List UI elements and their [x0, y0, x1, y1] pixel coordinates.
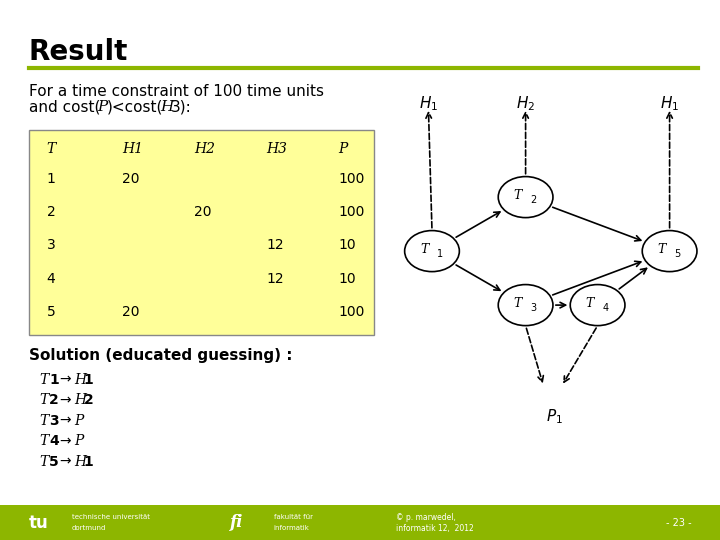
Text: Result: Result [29, 38, 128, 66]
Text: $H_2$: $H_2$ [516, 94, 535, 113]
Text: 5: 5 [49, 455, 59, 469]
Text: T: T [40, 455, 49, 469]
Text: T: T [513, 297, 522, 310]
Text: - 23 -: - 23 - [665, 518, 691, 528]
Text: $H_1$: $H_1$ [419, 94, 438, 113]
Text: $P_1$: $P_1$ [546, 408, 563, 427]
Text: T: T [585, 297, 594, 310]
FancyBboxPatch shape [29, 130, 374, 335]
Circle shape [405, 231, 459, 272]
Text: 12: 12 [266, 272, 284, 286]
Text: 1: 1 [84, 373, 94, 387]
Text: fakultät für: fakultät für [274, 514, 312, 521]
Text: T: T [47, 143, 56, 157]
Text: technische universität: technische universität [72, 514, 150, 521]
Text: T: T [420, 243, 428, 256]
Text: 3: 3 [47, 239, 55, 252]
Text: 3: 3 [531, 303, 537, 313]
Text: 4: 4 [603, 303, 609, 313]
Text: 12: 12 [266, 239, 284, 252]
Text: informatik: informatik [274, 525, 310, 531]
Text: T: T [513, 189, 522, 202]
Text: 10: 10 [338, 239, 356, 252]
Text: 1: 1 [47, 172, 55, 186]
Text: informatik 12,  2012: informatik 12, 2012 [396, 524, 474, 532]
Text: 2: 2 [84, 393, 94, 407]
Text: H3: H3 [266, 143, 287, 157]
Text: →: → [59, 373, 71, 387]
Text: T: T [40, 373, 49, 387]
FancyBboxPatch shape [0, 505, 720, 540]
Text: 3: 3 [49, 414, 58, 428]
Circle shape [642, 231, 697, 272]
Text: →: → [59, 414, 71, 428]
Text: 20: 20 [194, 205, 212, 219]
Text: 100: 100 [338, 305, 365, 319]
Text: 100: 100 [338, 172, 365, 186]
Text: P: P [97, 100, 107, 114]
Text: →: → [59, 455, 71, 469]
Text: 20: 20 [122, 172, 140, 186]
Text: $H_1$: $H_1$ [660, 94, 679, 113]
Text: fi: fi [230, 514, 244, 531]
Text: 20: 20 [122, 305, 140, 319]
Text: 5: 5 [675, 249, 681, 259]
Text: 4: 4 [49, 434, 59, 448]
Text: T: T [40, 414, 49, 428]
Text: 5: 5 [47, 305, 55, 319]
Text: T: T [40, 434, 49, 448]
Text: 2: 2 [49, 393, 59, 407]
Text: →: → [59, 434, 71, 448]
Circle shape [570, 285, 625, 326]
Text: )<cost(: )<cost( [107, 100, 163, 115]
Text: P: P [74, 434, 84, 448]
Text: 2: 2 [531, 195, 537, 205]
Text: P: P [74, 414, 84, 428]
Text: Solution (educated guessing) :: Solution (educated guessing) : [29, 348, 292, 363]
Text: H: H [74, 455, 86, 469]
Text: H: H [160, 100, 173, 114]
Text: For a time constraint of 100 time units: For a time constraint of 100 time units [29, 84, 324, 99]
Text: H: H [74, 393, 86, 407]
Text: →: → [59, 393, 71, 407]
Text: H2: H2 [194, 143, 215, 157]
Text: P: P [338, 143, 348, 157]
Text: H: H [74, 373, 86, 387]
Text: 2: 2 [47, 205, 55, 219]
Text: tu: tu [29, 514, 48, 532]
Text: 4: 4 [47, 272, 55, 286]
Circle shape [498, 285, 553, 326]
Text: © p. marwedel,: © p. marwedel, [396, 513, 456, 522]
Text: T: T [40, 393, 49, 407]
Text: 100: 100 [338, 205, 365, 219]
Text: 1: 1 [49, 373, 59, 387]
Text: H1: H1 [122, 143, 143, 157]
Text: and cost(: and cost( [29, 100, 100, 115]
Circle shape [498, 177, 553, 218]
Text: 1: 1 [84, 455, 94, 469]
Text: 3):: 3): [171, 100, 192, 115]
Text: 1: 1 [437, 249, 444, 259]
Text: 10: 10 [338, 272, 356, 286]
Text: T: T [657, 243, 666, 256]
Text: dortmund: dortmund [72, 525, 107, 531]
